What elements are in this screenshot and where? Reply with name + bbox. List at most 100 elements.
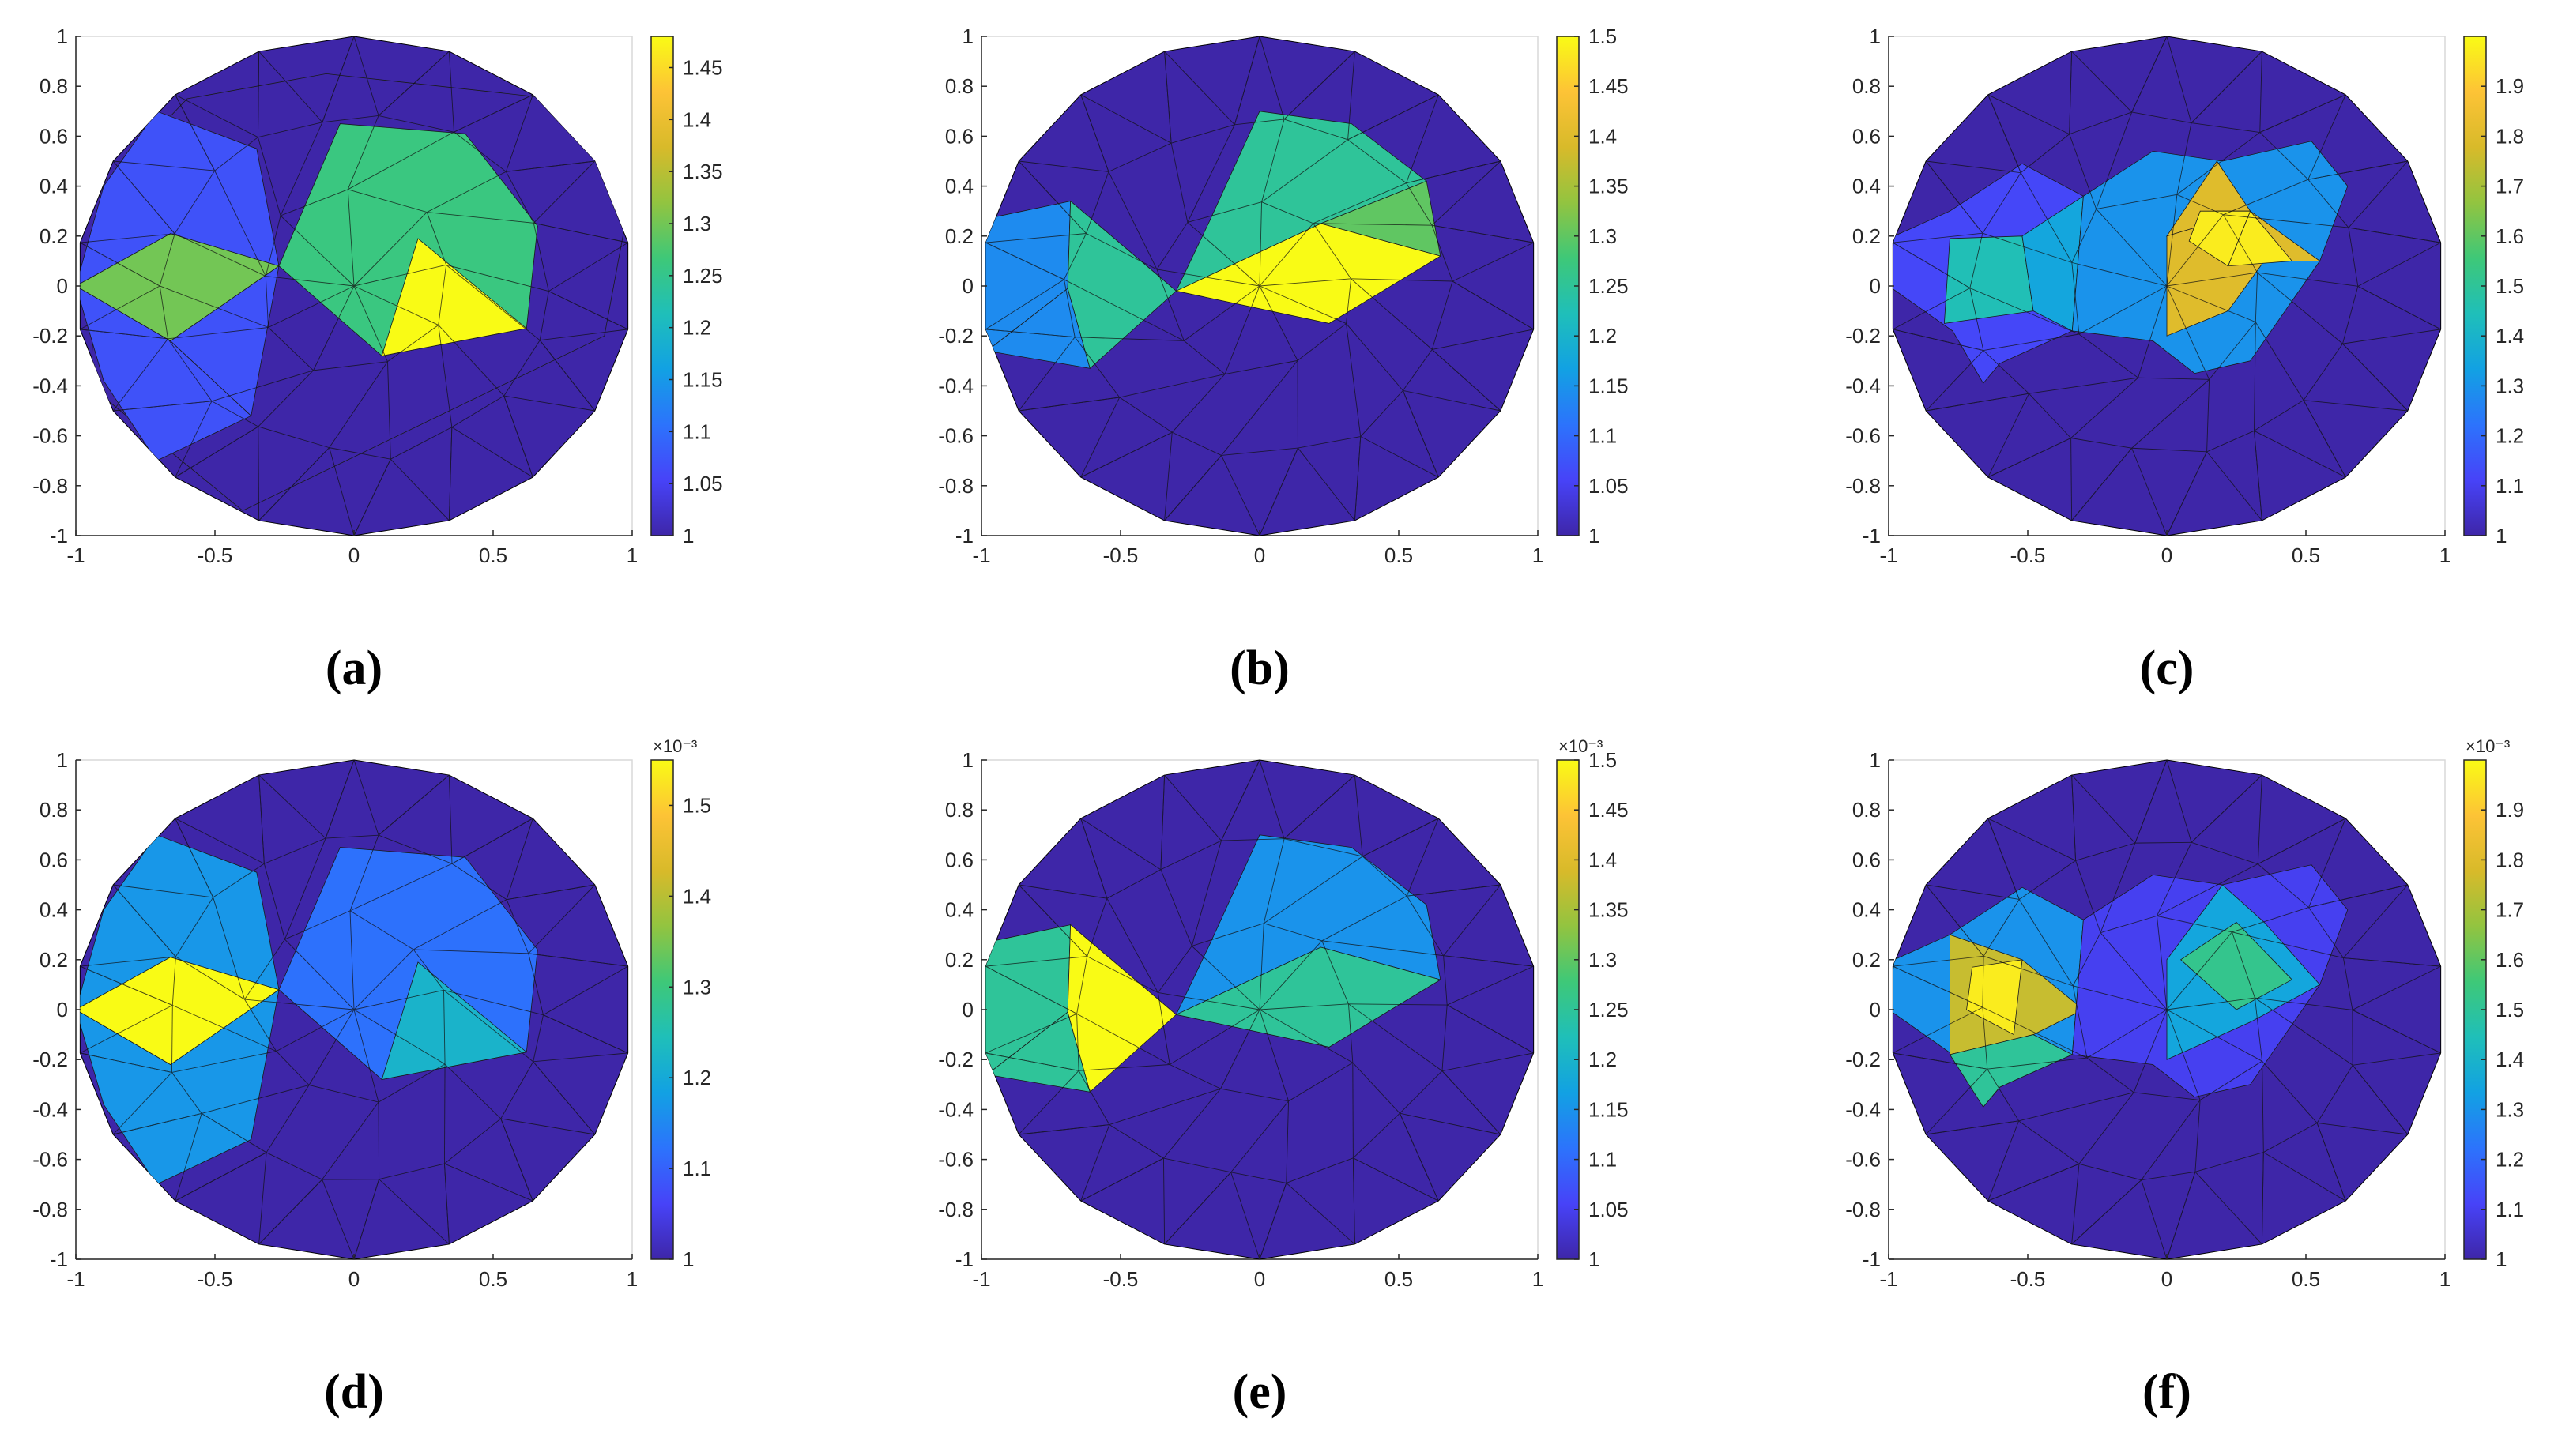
y-tick-label: 0.8 [1852,798,1881,822]
mesh-edge [2157,915,2232,933]
mesh-edge [1987,94,2070,135]
mesh-edge [1987,1057,2088,1070]
colorbar-tick-label: 1.4 [2496,324,2524,348]
colorbar-tick-label: 1.2 [2496,1148,2524,1172]
mesh-edge [175,94,216,171]
colorbar-tick-label: 1.5 [1588,24,1617,48]
mesh-edge [1259,1009,1289,1101]
mesh-edge [2069,134,2097,209]
y-tick-label: 0.6 [1852,124,1881,148]
y-tick-label: -0.8 [1845,474,1881,498]
y-tick-label: -0.4 [938,374,974,397]
panel-d: -1 -0.5 0 0.5 1 1 0.8 0.6 0.4 0.2 0 -0.2 -0.4 -0.6 -0.… [32,736,711,1419]
mesh-edge [1259,1183,1287,1259]
mesh-edge [1076,1013,1170,1065]
mesh-edge [2020,172,2073,263]
mesh-edge [413,899,507,950]
mesh-edge [2176,194,2224,216]
y-tick-label: 0.8 [945,798,974,822]
mesh-edge [211,370,314,402]
mesh-edge [2075,842,2136,861]
y-tick-label: -0.6 [32,1148,68,1172]
mesh-edge [2316,1065,2353,1123]
mesh-edge [329,361,388,448]
mesh-edge [507,884,595,901]
mesh-edge [1351,278,1433,350]
mesh-edge [2166,1009,2262,1062]
mesh-edge [1086,171,1109,234]
mesh-edge [1234,36,1260,125]
x-tick-label: 0.5 [1384,544,1413,567]
mesh-edge [1925,350,1984,412]
mesh-edge [1160,775,1166,870]
mesh-edge [329,447,355,536]
mesh-edge [2223,214,2258,273]
mesh-edge [258,1152,267,1244]
mesh-edge [1259,940,1323,1010]
mesh-edge [451,818,533,864]
mesh-edge [451,395,504,428]
y-tick-label: -0.2 [938,1048,974,1071]
colorbar-exponent: ×10⁻³ [653,736,697,756]
y-tick-label: -0.8 [32,1198,68,1221]
y-tick-label: 0.4 [40,175,68,198]
mesh-edge [1259,36,1285,120]
mesh-edge [175,818,214,898]
colorbar-tick-label: 1.05 [683,472,723,495]
colorbar-tick-label: 1.9 [2496,798,2524,822]
mesh-edge [1969,288,1984,351]
mesh-region [2179,921,2293,1010]
mesh-edge [211,401,259,427]
colorbar-tick-label: 1.3 [2496,1097,2524,1121]
colorbar [650,36,674,536]
colorbar-tick-label: 1.1 [683,1157,711,1180]
mesh-edge [1158,992,1260,1010]
mesh-edge [2156,916,2168,1010]
mesh-edge [443,989,533,1063]
mesh-edge [2166,451,2208,536]
mesh-edge [159,285,168,339]
mesh-edge [1969,233,1983,288]
mesh-edge [1351,278,1453,282]
mesh-edge [1230,1172,1287,1183]
x-tick-label: 1 [627,544,638,567]
mesh-edge [1080,818,1108,899]
mesh-edge [2096,111,2133,209]
mesh-edge [1019,397,1120,412]
mesh-edge [175,897,214,957]
mesh-edge [1220,1088,1289,1102]
mesh-edge [2357,242,2441,287]
mesh-edge [1983,955,2074,987]
mesh-edge [2194,1152,2264,1172]
mesh-edge [451,427,533,478]
mesh-edge [1158,946,1192,993]
mesh-edge [1403,389,1501,412]
mesh-edge [2307,94,2346,180]
mesh-edge [2100,932,2168,1010]
mesh-edge [426,212,447,265]
mesh-edge [985,1052,1079,1071]
mesh-edge [1259,1003,1349,1010]
mesh-edge [438,325,505,397]
mesh-edge [353,264,446,287]
mesh-edge [112,884,176,957]
mesh-edge [1108,142,1172,172]
y-tick-label: 0.4 [945,175,974,198]
mesh-edge [2071,261,2168,287]
mesh-edge [1926,393,2029,412]
mesh-edge [1925,1068,1988,1135]
mesh-edge [266,276,355,287]
mesh-edge [175,426,259,478]
mesh-edge [175,818,265,864]
mesh-edge [444,1063,502,1119]
mesh-edge [1283,119,1348,141]
y-tick-label: -1 [955,1247,974,1271]
mesh-edge [175,1152,267,1202]
mesh-edge [1447,965,1534,1006]
mesh-edge [2194,1100,2201,1172]
mesh-edge [1169,1009,1260,1065]
mesh-edge [171,1005,173,1073]
mesh-edge [214,170,266,277]
y-tick-label: -0.6 [938,424,974,448]
